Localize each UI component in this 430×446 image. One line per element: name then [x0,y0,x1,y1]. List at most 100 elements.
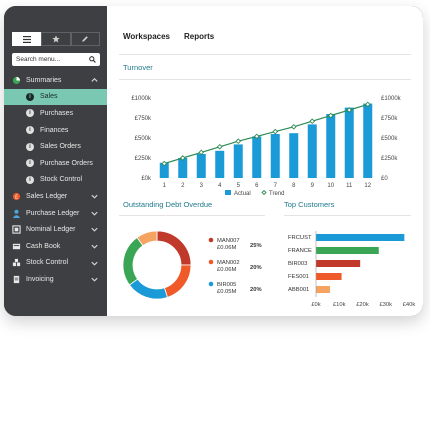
favourites-button[interactable] [41,32,71,46]
legend-actual-swatch [225,190,231,195]
info-icon: i [26,92,34,101]
header-tabs: Workspaces Reports [123,32,214,41]
chevron-down-icon[interactable] [90,225,99,234]
trend-point[interactable] [235,138,242,145]
sidebar-item-stock-control[interactable]: Stock Control [4,255,107,272]
donut-slice[interactable] [156,230,192,266]
donut-slice[interactable] [122,236,144,286]
turnover-bar[interactable] [289,133,299,178]
trend-point[interactable] [253,133,260,140]
x-tick: 3 [200,183,204,189]
turnover-bar[interactable] [270,134,280,178]
chevron-down-icon[interactable] [90,209,99,218]
chevron-down-icon[interactable] [90,275,99,284]
x-tick: 6 [255,183,259,189]
sidebar-item-nominal-ledger[interactable]: Nominal Ledger [4,221,107,238]
sidebar-item-stock-control[interactable]: i Stock Control [4,172,107,189]
sidebar-item-label: Nominal Ledger [26,226,76,234]
sidebar-item-purchase-ledger[interactable]: Purchase Ledger [4,205,107,222]
sidebar-item-label: Sales Orders [40,143,81,151]
trend-point[interactable] [198,149,205,156]
x-tick: 2 [181,183,185,189]
turnover-bar[interactable] [307,124,317,178]
tab-reports[interactable]: Reports [184,32,215,41]
turnover-bar[interactable] [215,150,225,178]
customer-bar[interactable] [316,247,379,254]
chevron-down-icon[interactable] [90,192,99,201]
x-tick: £30k [379,302,392,308]
customer-bar[interactable] [316,260,361,267]
debt-legend-dot [208,237,214,243]
chevron-down-icon[interactable] [90,242,99,251]
turnover-title: Turnover [123,63,153,72]
legend-trend-label: Trend [269,191,284,197]
info-icon: i [26,175,34,184]
sidebar-item-sales-ledger[interactable]: £ Sales Ledger [4,188,107,205]
stock-control-icon [12,259,21,267]
info-icon: i [26,109,34,118]
customer-label: BIR003 [288,261,307,267]
customer-label: FRCUST [288,235,312,241]
sidebar-item-finances[interactable]: i Finances [4,122,107,139]
sidebar-item-purchase-orders[interactable]: i Purchase Orders [4,155,107,172]
y-tick-left: £0k [141,176,152,182]
trend-point[interactable] [327,112,334,119]
trend-point[interactable] [290,123,297,130]
y-tick-right: £500k [381,136,398,142]
debt-legend-dot [208,281,214,287]
customers-divider [284,215,411,216]
turnover-bar[interactable] [326,114,336,178]
trend-point[interactable] [346,107,353,113]
trend-point[interactable] [364,101,371,108]
customer-bar[interactable] [316,286,330,293]
trend-point[interactable] [161,160,168,167]
donut-slice[interactable] [128,278,169,300]
x-tick: £10k [333,302,346,308]
x-tick: 12 [364,183,371,189]
customer-label: FES001 [288,274,309,280]
sidebar-item-sales-orders[interactable]: i Sales Orders [4,138,107,155]
menu-button[interactable] [12,32,42,46]
debt-percent: 20% [250,287,262,293]
trend-point[interactable] [216,143,223,150]
trend-point[interactable] [179,155,186,161]
edit-button[interactable] [70,32,100,46]
x-tick: 10 [327,183,334,189]
sidebar-item-summaries[interactable]: Summaries [4,72,107,89]
turnover-bar[interactable] [178,158,188,178]
turnover-bar[interactable] [344,107,354,178]
turnover-chart: £0k £0 £250k £250k £500k £500k £750k £750k £1000… [131,96,401,197]
turnover-bar[interactable] [196,154,206,178]
customer-bar[interactable] [316,234,405,241]
sidebar-nav: Summaries i Sales i Purchases i Finances i Sales… [4,72,107,288]
turnover-divider [119,79,411,80]
debt-title: Outstanding Debt Overdue [123,200,213,209]
sidebar-item-purchases[interactable]: i Purchases [4,105,107,122]
debt-amount: £0.06M [217,267,237,273]
trend-point[interactable] [309,118,316,125]
turnover-bar[interactable] [233,144,243,178]
chevron-up-icon[interactable] [90,76,99,85]
menu-icon [22,35,31,43]
chevron-down-icon[interactable] [90,259,99,268]
sidebar-item-sales[interactable]: i Sales [4,88,107,106]
donut-slice[interactable] [163,264,192,298]
turnover-bar[interactable] [252,136,262,178]
sidebar-item-label: Summaries [26,76,62,84]
tab-workspaces[interactable]: Workspaces [123,32,170,41]
sidebar-item-invoicing[interactable]: Invoicing [4,271,107,288]
customer-bar[interactable] [316,273,342,280]
x-tick: £40k [403,302,416,308]
donut-slice[interactable] [136,230,158,247]
sidebar-toolbar [12,32,100,46]
debt-donut-chart: MAN007£0.06M 25%MAN002£0.06M 20%BIR005£0.0… [122,230,262,300]
turnover-bar[interactable] [363,103,373,178]
top-customers-chart: FRCUST FRANCE BIR003 FES001 ABB001 £0k £10k £20… [288,231,416,308]
customer-label: FRANCE [288,248,312,254]
debt-code: MAN007 [217,238,240,244]
sidebar-item-cash-book[interactable]: Cash Book [4,238,107,255]
trend-point[interactable] [272,128,279,135]
sidebar-item-label: Purchase Ledger [26,209,80,217]
turnover-bar[interactable] [159,162,169,178]
search-input[interactable]: Search menu... [12,53,100,66]
